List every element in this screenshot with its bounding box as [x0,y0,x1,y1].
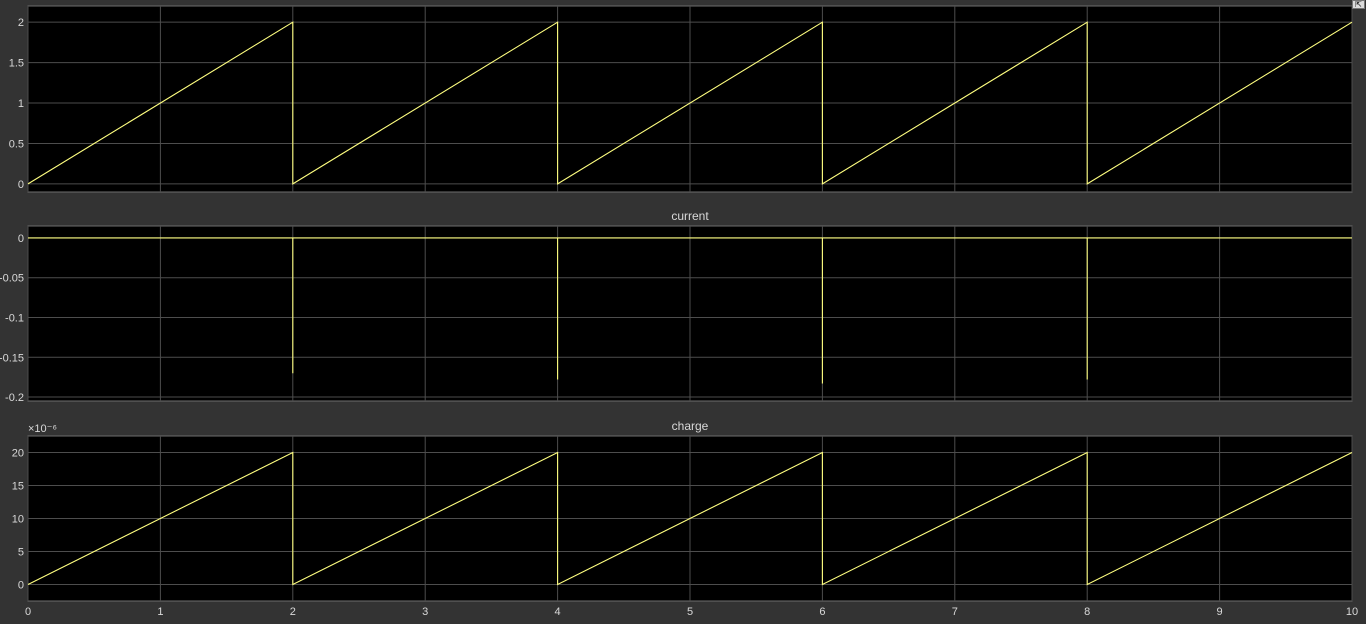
charge-x-tick-label: 5 [687,606,693,618]
charge-y-tick-label: 10 [12,514,24,526]
charge-y-tick-label: 5 [18,547,24,559]
charge-x-tick-label: 6 [819,606,825,618]
charge-title: charge [672,419,709,433]
charge-x-tick-label: 7 [952,606,958,618]
current-y-tick-label: -0.1 [5,312,24,324]
voltage-axes: 0 0.5 1 1.5 2 [9,5,1353,193]
voltage-y-tick-label: 1.5 [9,58,24,70]
charge-x-tick-label: 2 [290,606,296,618]
charge-y-tick-label: 20 [12,448,24,460]
charge-x-tick-label: 8 [1084,606,1090,618]
current-axes: 0 -0.05 -0.1 -0.15 -0.2 current [0,209,1353,404]
charge-x-tick-label: 1 [157,606,163,618]
charge-y-tick-label: 15 [12,481,24,493]
current-y-tick-label: 0 [18,233,24,245]
charge-exponent-label: ×10⁻⁶ [28,423,57,435]
charge-trace [27,451,1353,586]
charge-y-tick-label: 0 [18,580,24,592]
voltage-y-tick-label: 2 [18,17,24,29]
voltage-y-tick-label: 1 [18,98,24,110]
current-title: current [671,209,709,223]
restore-layout-icon[interactable]: ⇱ [1352,0,1365,9]
voltage-trace [27,21,1353,185]
charge-x-tick-label: 4 [555,606,561,618]
current-y-tick-label: -0.2 [5,392,24,404]
charge-x-tick-label: 9 [1217,606,1223,618]
current-y-tick-label: -0.15 [0,352,24,364]
current-y-tick-label: -0.05 [0,273,24,285]
current-trace [28,237,1352,384]
charge-x-tick-label: 10 [1346,606,1358,618]
charge-x-tick-label: 3 [422,606,428,618]
charge-axes: 0 1 2 3 4 5 6 7 8 9 10 0 5 10 15 20 charge ×10⁻⁶ [12,419,1358,618]
voltage-y-tick-label: 0 [18,179,24,191]
voltage-y-tick-label: 0.5 [9,138,24,150]
charge-x-tick-label: 0 [25,606,31,618]
